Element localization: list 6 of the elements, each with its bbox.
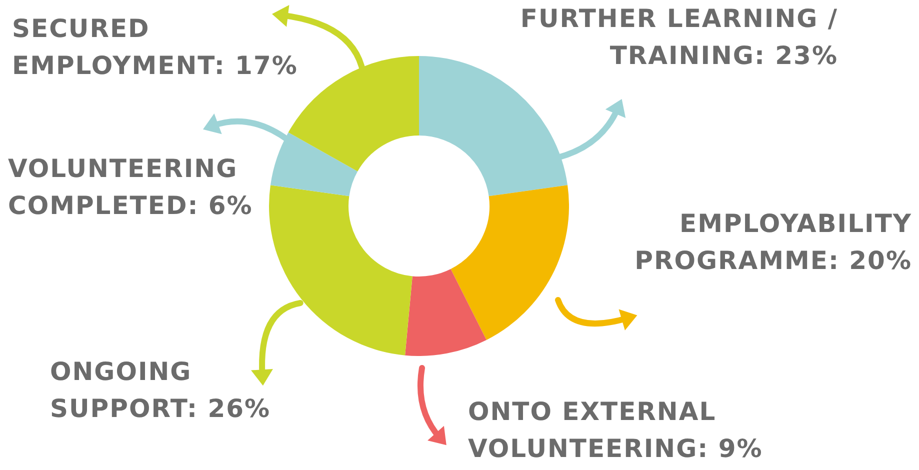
slice-label: EMPLOYABILITY PROGRAMME: 20%	[634, 208, 912, 277]
slice-label: FURTHER LEARNING / TRAINING: 23%	[519, 3, 838, 72]
slice-label: SECURED EMPLOYMENT: 17%	[12, 13, 299, 82]
slice-label: ONGOING SUPPORT: 26%	[50, 356, 272, 425]
legend-label: ONTO EXTERNAL VOLUNTEERING: 9%	[468, 396, 764, 465]
slice-label: VOLUNTEERING COMPLETED: 6%	[8, 153, 254, 222]
